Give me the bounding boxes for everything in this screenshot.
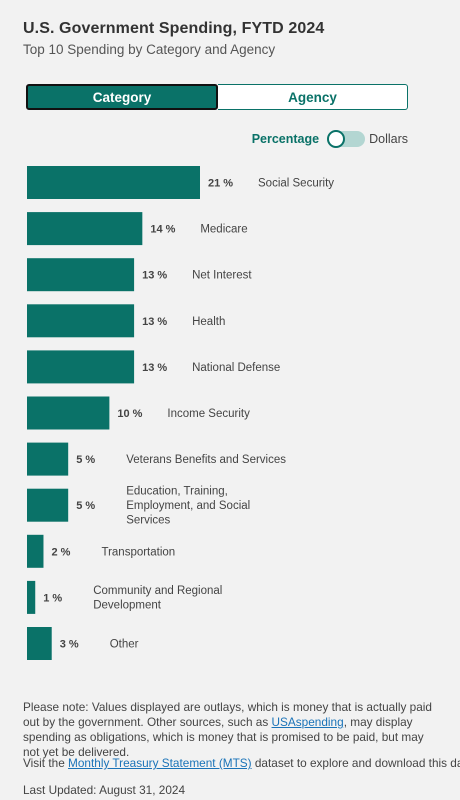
category-label-line: Veterans Benefits and Services — [126, 454, 286, 466]
category-label-line: Employment, and Social — [126, 500, 250, 512]
bar[interactable] — [27, 304, 135, 338]
bar[interactable] — [27, 627, 52, 660]
last-updated: Last Updated: August 31, 2024 — [23, 783, 186, 797]
value-label: 5 % — [76, 454, 95, 466]
tab-category[interactable]: Category — [26, 84, 218, 110]
bar[interactable] — [27, 212, 143, 246]
category-label: Community and Regional Development — [93, 585, 222, 612]
chart-title: U.S. Government Spending, FYTD 2024 — [23, 20, 325, 37]
value-label: 13 % — [142, 362, 167, 374]
value-label: 3 % — [60, 639, 79, 651]
category-label-line: Other — [110, 639, 139, 651]
category-label-line: Health — [192, 316, 225, 328]
footnote-text-1: Please note: Values displayed are outlay… — [23, 700, 432, 729]
value-label: 13 % — [142, 270, 167, 282]
value-label: 13 % — [142, 316, 167, 328]
category-label: Other — [110, 639, 139, 651]
bar[interactable] — [27, 488, 69, 522]
category-label: National Defense — [192, 362, 280, 374]
category-label: Veterans Benefits and Services — [126, 454, 286, 466]
category-label-line: Net Interest — [192, 270, 252, 282]
bar[interactable] — [27, 534, 44, 568]
value-label: 1 % — [43, 592, 62, 604]
category-label: Transportation — [101, 546, 175, 558]
switch-knob — [327, 130, 346, 148]
category-label-line: Services — [126, 515, 170, 527]
category-label-line: Community and Regional — [93, 585, 222, 597]
mts-link[interactable]: Monthly Treasury Statement (MTS) — [68, 756, 252, 770]
usaspending-link[interactable]: USAspending — [271, 715, 344, 729]
category-label: Income Security — [167, 408, 250, 420]
category-label: Social Security — [258, 178, 334, 190]
value-label: 10 % — [117, 408, 142, 420]
category-label: Education, Training, Employment, and Soci… — [126, 486, 250, 527]
category-label-line: National Defense — [192, 362, 280, 374]
category-label-line: Medicare — [200, 224, 247, 236]
value-label: 14 % — [150, 224, 175, 236]
value-label: 5 % — [76, 500, 95, 512]
value-label: 21 % — [208, 178, 233, 190]
bar[interactable] — [27, 442, 69, 476]
value-label: 2 % — [51, 546, 70, 558]
chart-subtitle: Top 10 Spending by Category and Agency — [23, 42, 276, 57]
category-label: Health — [192, 316, 225, 328]
category-label: Net Interest — [192, 270, 252, 282]
unit-toggle-switch[interactable] — [327, 130, 366, 148]
dollars-label: Dollars — [369, 132, 408, 146]
category-label-line: Development — [93, 600, 162, 612]
footnote: Please note: Values displayed are outlay… — [23, 700, 441, 760]
bar[interactable] — [27, 580, 36, 614]
tab-agency[interactable]: Agency — [218, 84, 408, 110]
bar[interactable] — [27, 396, 110, 430]
bar[interactable] — [27, 166, 200, 199]
visit-note: Visit the Monthly Treasury Statement (MT… — [23, 756, 460, 770]
visit-text-1: Visit the — [23, 756, 69, 770]
category-label: Medicare — [200, 224, 247, 236]
bar[interactable] — [27, 258, 135, 292]
footnote-text-2: , may display spending as obligations, w… — [23, 715, 424, 759]
category-label-line: Social Security — [258, 178, 334, 190]
visit-text-2: dataset to explore and download this dat… — [251, 756, 460, 770]
category-label-line: Transportation — [101, 546, 175, 558]
percentage-label: Percentage — [251, 132, 320, 146]
unit-switch-row: Percentage Dollars — [251, 130, 408, 148]
bar[interactable] — [27, 350, 135, 384]
category-label-line: Income Security — [167, 408, 250, 420]
category-label-line: Education, Training, — [126, 486, 228, 498]
view-toggle: Category Agency — [26, 84, 408, 110]
